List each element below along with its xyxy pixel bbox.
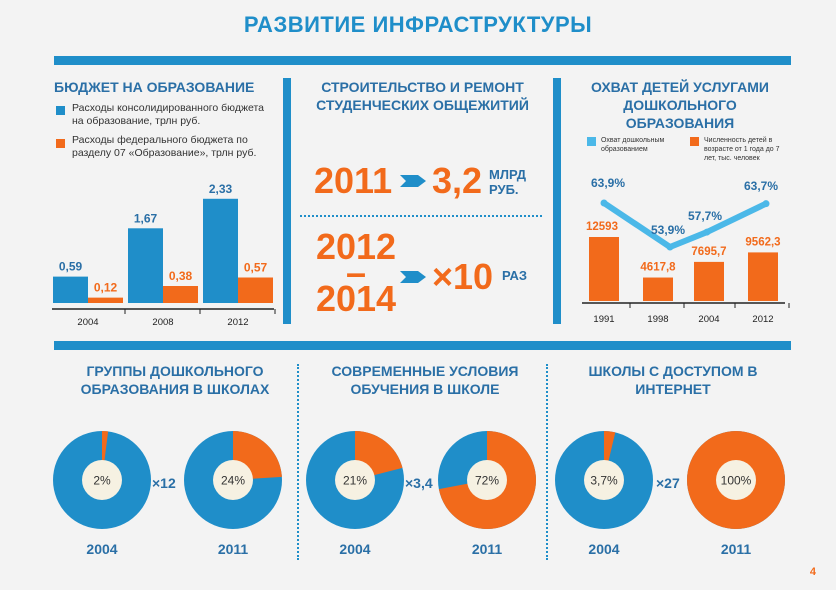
budget-bar-consolidated-2004 <box>53 276 88 303</box>
dorms-year-2011: 2011 <box>314 160 393 201</box>
arrow-icon <box>400 271 426 283</box>
budget-value-label: 2,33 <box>209 182 233 196</box>
legend-swatch-coverage <box>587 137 596 146</box>
coverage-point <box>600 199 608 207</box>
dorms-heading: СТРОИТЕЛЬСТВО И РЕМОНТ СТУДЕНЧЕСКИХ ОБЩЕ… <box>316 79 529 113</box>
coverage-point <box>666 243 674 251</box>
preschool-tick-label: 1991 <box>593 314 614 325</box>
groups-year-2011: 2011 <box>217 541 249 557</box>
pie-center <box>584 460 624 500</box>
pie-center <box>716 460 756 500</box>
budget-bar-consolidated-2008 <box>128 228 163 303</box>
preschool-tick-label: 2012 <box>752 314 773 325</box>
legend-coverage: Охват дошкольным образованием <box>601 137 665 153</box>
dorms-multiplier: ×10 <box>432 256 494 297</box>
internet-year-2011: 2011 <box>720 541 752 557</box>
coverage-value-label: 63,7% <box>744 179 778 193</box>
bottom-separator-left <box>297 364 299 560</box>
dorms-unit-line2: РУБ. <box>489 182 519 197</box>
budget-tick-label: 2012 <box>227 317 248 328</box>
conditions-heading: СОВРЕМЕННЫЕ УСЛОВИЯ ОБУЧЕНИЯ В ШКОЛЕ <box>331 363 519 397</box>
coverage-point <box>703 228 711 236</box>
preschool-heading: ОХВАТ ДЕТЕЙ УСЛУГАМИ ДОШКОЛЬНОГО ОБРАЗОВ… <box>590 79 769 131</box>
budget-chart: 0,59 0,12 1,67 0,38 2,33 0,57 2004 2008 2012 <box>52 182 276 328</box>
dorms-unit: МЛРД РУБ. <box>489 167 526 197</box>
internet-multiplier: ×27 <box>656 475 680 491</box>
budget-bar-consolidated-2012 <box>203 198 238 303</box>
groups-heading: ГРУППЫ ДОШКОЛЬНОГО ОБРАЗОВАНИЯ В ШКОЛАХ <box>80 363 270 397</box>
conditions-year-2011: 2011 <box>471 541 503 557</box>
legend-swatch-federal <box>56 139 65 148</box>
children-bar-1998 <box>643 277 673 301</box>
middle-divider <box>54 341 791 350</box>
children-value-label: 7695,7 <box>691 246 726 258</box>
arrow-icon <box>400 175 426 187</box>
vertical-divider-left <box>283 78 291 324</box>
dorms-year-2014: 2014 <box>315 278 397 319</box>
legend-children: Численность детей в возрасте от 1 года д… <box>704 137 780 162</box>
budget-value-label: 1,67 <box>134 211 158 225</box>
legend-consolidated: Расходы консолидированного бюджета на об… <box>72 102 264 127</box>
coverage-value-label: 63,9% <box>591 176 625 190</box>
pie-percent-label: 2% <box>93 474 111 488</box>
pie-center <box>335 460 375 500</box>
pie-center <box>213 460 253 500</box>
budget-tick-label: 2004 <box>77 317 98 328</box>
pie-center <box>467 460 507 500</box>
dorms-unit-line1: МЛРД <box>489 167 527 182</box>
dorms-years-range: 2012 – 2014 <box>314 229 398 317</box>
internet-year-2004: 2004 <box>588 541 620 557</box>
pie-percent-label: 72% <box>475 474 499 488</box>
children-value-label: 9562,3 <box>745 236 780 248</box>
budget-value-label: 0,38 <box>169 269 193 283</box>
dorms-times-unit: РАЗ <box>502 268 528 283</box>
budget-value-label: 0,57 <box>244 261 268 275</box>
budget-heading: БЮДЖЕТ НА ОБРАЗОВАНИЕ <box>54 79 255 95</box>
pie-percent-label: 21% <box>343 474 367 488</box>
coverage-line <box>601 200 769 250</box>
children-value-label: 4617,8 <box>640 262 676 274</box>
preschool-tick-label: 2004 <box>698 314 719 325</box>
dorms-amount: 3,2 <box>432 160 483 201</box>
page-number: 4 <box>809 566 816 578</box>
page-title: РАЗВИТИЕ ИНФРАСТРУКТУРЫ <box>243 12 593 37</box>
pie-percent-label: 24% <box>221 474 245 488</box>
conditions-year-2004: 2004 <box>339 541 371 557</box>
dorms-separator <box>300 215 542 217</box>
budget-tick-label: 2008 <box>152 317 173 328</box>
pie-percent-label: 100% <box>721 474 752 488</box>
legend-swatch-children <box>690 137 699 146</box>
coverage-value-label: 53,9% <box>651 223 685 237</box>
children-value-label: 12593 <box>586 221 618 233</box>
bottom-separator-right <box>546 364 548 560</box>
pie-charts: 2% 24% 21% 72% 3,7% 100% <box>53 431 785 529</box>
budget-value-label: 0,59 <box>59 260 83 274</box>
legend-swatch-consolidated <box>56 106 65 115</box>
pie-center <box>82 460 122 500</box>
groups-multiplier: ×12 <box>152 475 176 491</box>
dorms-year-2012: 2012 <box>315 226 397 267</box>
budget-bar-federal-2012 <box>238 277 273 303</box>
budget-bar-federal-2004 <box>88 297 123 303</box>
conditions-multiplier: ×3,4 <box>405 475 433 491</box>
children-bar-1991 <box>589 237 619 301</box>
budget-bar-federal-2008 <box>163 286 198 303</box>
top-divider <box>54 56 791 65</box>
preschool-tick-label: 1998 <box>647 314 668 325</box>
internet-heading: ШКОЛЫ С ДОСТУПОМ В ИНТЕРНЕТ <box>588 363 758 397</box>
budget-value-label: 0,12 <box>94 281 118 295</box>
coverage-point <box>762 200 770 208</box>
children-bar-2012 <box>748 252 778 301</box>
legend-federal: Расходы федерального бюджета по разделу … <box>72 134 257 159</box>
coverage-value-label: 57,7% <box>688 209 722 223</box>
preschool-chart: 12593 4617,8 7695,7 9562,3 63,9% 53,9%57,7% 6… <box>582 176 790 325</box>
groups-year-2004: 2004 <box>86 541 118 557</box>
vertical-divider-right <box>553 78 561 324</box>
pie-percent-label: 3,7% <box>590 474 618 488</box>
children-bar-2004 <box>694 261 724 301</box>
